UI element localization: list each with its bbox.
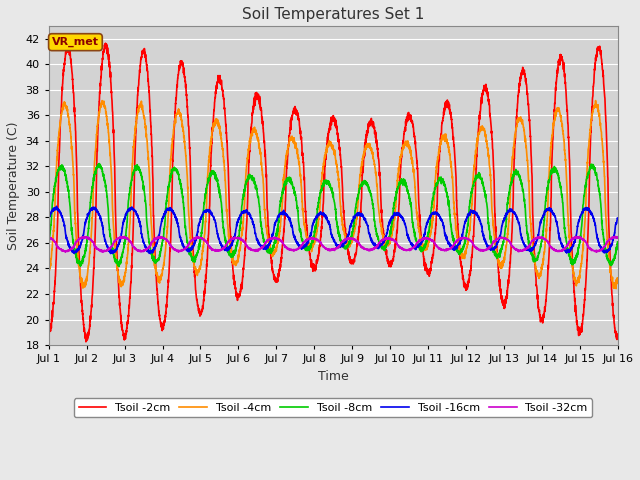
Title: Soil Temperatures Set 1: Soil Temperatures Set 1 — [242, 7, 424, 22]
Tsoil -8cm — [167, 174, 175, 180]
Tsoil -32cm — [45, 235, 52, 240]
Tsoil -4cm — [614, 278, 621, 284]
Tsoil -32cm — [560, 246, 568, 252]
Tsoil -32cm — [614, 235, 621, 240]
Text: VR_met: VR_met — [52, 37, 99, 48]
Tsoil -16cm — [45, 216, 52, 222]
Tsoil -4cm — [167, 156, 175, 162]
Tsoil -8cm — [560, 216, 568, 221]
Line: Tsoil -16cm: Tsoil -16cm — [49, 206, 618, 253]
Tsoil -16cm — [614, 215, 621, 221]
Tsoil -16cm — [560, 245, 568, 251]
Tsoil -8cm — [614, 241, 621, 247]
Tsoil -4cm — [614, 275, 621, 281]
Line: Tsoil -2cm: Tsoil -2cm — [49, 43, 618, 342]
Tsoil -16cm — [107, 251, 115, 256]
Tsoil -32cm — [204, 240, 212, 246]
Tsoil -8cm — [614, 239, 621, 245]
Y-axis label: Soil Temperature (C): Soil Temperature (C) — [7, 121, 20, 250]
Tsoil -2cm — [204, 243, 212, 249]
Tsoil -32cm — [614, 235, 621, 240]
Tsoil -8cm — [45, 240, 52, 245]
Line: Tsoil -32cm: Tsoil -32cm — [49, 236, 618, 252]
Tsoil -32cm — [175, 249, 182, 255]
Tsoil -4cm — [399, 146, 406, 152]
Tsoil -2cm — [614, 335, 621, 340]
Tsoil -32cm — [399, 246, 406, 252]
Tsoil -4cm — [592, 98, 600, 104]
Tsoil -16cm — [167, 206, 175, 212]
Tsoil -32cm — [167, 242, 175, 248]
Tsoil -2cm — [167, 226, 175, 231]
Tsoil -32cm — [611, 233, 619, 239]
Tsoil -8cm — [204, 179, 212, 185]
Legend: Tsoil -2cm, Tsoil -4cm, Tsoil -8cm, Tsoil -16cm, Tsoil -32cm: Tsoil -2cm, Tsoil -4cm, Tsoil -8cm, Tsoi… — [74, 398, 592, 418]
Tsoil -32cm — [389, 237, 397, 243]
Tsoil -8cm — [115, 264, 123, 269]
Tsoil -4cm — [204, 174, 211, 180]
Tsoil -4cm — [389, 226, 397, 232]
Tsoil -8cm — [389, 214, 397, 219]
Tsoil -16cm — [389, 213, 397, 218]
Tsoil -16cm — [204, 207, 212, 213]
Tsoil -2cm — [614, 333, 621, 338]
Tsoil -16cm — [399, 217, 407, 223]
Tsoil -2cm — [560, 66, 568, 72]
Line: Tsoil -4cm: Tsoil -4cm — [49, 101, 618, 288]
Tsoil -2cm — [45, 330, 52, 336]
Tsoil -8cm — [399, 182, 407, 188]
Tsoil -2cm — [82, 339, 90, 345]
Tsoil -16cm — [614, 216, 621, 221]
Tsoil -2cm — [399, 138, 407, 144]
Tsoil -2cm — [389, 257, 397, 263]
Tsoil -4cm — [612, 286, 620, 291]
Tsoil -4cm — [559, 134, 567, 140]
Tsoil -8cm — [95, 161, 103, 167]
Line: Tsoil -8cm: Tsoil -8cm — [49, 164, 618, 266]
Tsoil -16cm — [52, 204, 60, 209]
Tsoil -4cm — [45, 266, 52, 272]
Tsoil -2cm — [102, 40, 109, 46]
X-axis label: Time: Time — [318, 370, 349, 383]
